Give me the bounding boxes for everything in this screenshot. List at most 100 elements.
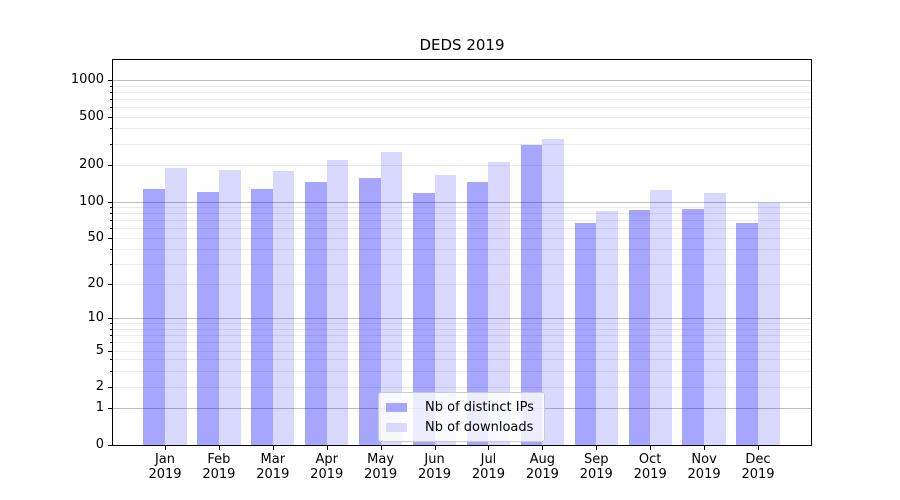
gridline-minor: [113, 323, 811, 325]
y-tick-mark-minor: [110, 143, 113, 145]
gridline-minor: [113, 213, 811, 215]
bar-downloads-dec: [757, 202, 780, 445]
y-tick-label: 1: [95, 400, 104, 415]
y-tick-mark-minor: [110, 85, 113, 87]
y-tick-mark: [108, 408, 113, 409]
x-tick-label: Dec 2019: [741, 452, 775, 482]
y-tick-mark-minor: [110, 107, 113, 109]
y-tick-label: 50: [87, 229, 104, 245]
y-tick-mark-minor: [110, 370, 113, 372]
gridline-minor: [113, 116, 811, 118]
gridline-minor: [113, 85, 811, 87]
y-tick-label: 5: [95, 342, 104, 358]
y-tick-mark-minor: [110, 359, 113, 361]
legend: Nb of distinct IPs Nb of downloads: [378, 392, 545, 442]
y-tick-mark: [108, 318, 113, 320]
y-tick-label: 20: [87, 276, 104, 291]
x-tick-label: Sep 2019: [579, 452, 613, 482]
x-tick-label: May 2019: [364, 452, 398, 482]
x-tick-mark: [218, 446, 220, 450]
gridline-minor: [113, 143, 811, 145]
plot-area: Nb of distinct IPs Nb of downloads: [113, 60, 811, 445]
gridline-minor: [113, 207, 811, 209]
bar-downloads-may: [380, 152, 403, 445]
x-tick-mark: [704, 446, 706, 450]
legend-swatch-downloads: [386, 422, 407, 432]
x-tick-mark: [757, 446, 759, 450]
gridline-minor: [113, 263, 811, 265]
x-tick-mark: [272, 446, 274, 450]
bar-downloads-oct: [650, 190, 672, 445]
y-tick-mark-minor: [110, 91, 113, 93]
gridline-minor: [113, 284, 811, 285]
x-tick-label: Nov 2019: [687, 452, 721, 482]
y-tick-mark: [108, 445, 113, 446]
legend-item-downloads: Nb of downloads: [386, 417, 534, 437]
x-tick-label: Aug 2019: [525, 452, 559, 482]
x-tick-mark: [596, 446, 598, 450]
bar-distinct-ips-mar: [251, 189, 273, 445]
gridline-minor: [113, 220, 811, 222]
y-tick-mark-minor: [110, 334, 113, 336]
bar-downloads-apr: [326, 159, 349, 445]
y-tick-mark-minor: [110, 98, 113, 100]
x-tick-label: Mar 2019: [256, 452, 290, 482]
x-tick-label: Feb 2019: [202, 452, 236, 482]
y-tick-mark-minor: [110, 263, 113, 265]
gridline-minor: [113, 334, 811, 336]
y-tick-mark: [108, 80, 113, 81]
bar-downloads-mar: [272, 170, 295, 445]
y-tick-label: 1000: [70, 72, 104, 87]
bar-distinct-ips-aug: [520, 145, 543, 445]
y-tick-mark-minor: [110, 342, 113, 344]
bar-distinct-ips-jan: [143, 189, 165, 445]
y-tick-mark: [108, 201, 113, 203]
bar-downloads-jul: [488, 162, 511, 445]
bar-distinct-ips-nov: [682, 208, 705, 445]
y-tick-label: 200: [79, 157, 104, 172]
y-tick-mark-minor: [110, 328, 113, 330]
y-tick-mark-minor: [110, 220, 113, 222]
y-tick-mark-minor: [110, 248, 113, 250]
y-tick-mark-minor: [110, 350, 113, 352]
bar-distinct-ips-oct: [628, 210, 651, 445]
y-tick-mark-minor: [110, 237, 113, 239]
y-tick-mark-minor: [110, 284, 113, 285]
legend-label-distinct-ips: Nb of distinct IPs: [425, 399, 534, 415]
gridline-minor: [113, 98, 811, 100]
bar-distinct-ips-jul: [466, 182, 489, 445]
y-tick-mark-minor: [110, 116, 113, 118]
bar-downloads-sep: [596, 210, 618, 445]
y-tick-mark-minor: [110, 228, 113, 230]
bar-distinct-ips-jun: [412, 193, 435, 445]
x-tick-mark: [326, 446, 328, 450]
gridline-major: [113, 201, 811, 203]
bar-downloads-nov: [704, 193, 726, 445]
bar-downloads-feb: [218, 170, 241, 445]
gridline-minor: [113, 237, 811, 239]
gridline-minor: [113, 228, 811, 230]
gridline-minor: [113, 350, 811, 352]
y-tick-mark-minor: [110, 207, 113, 209]
chart-title: DEDS 2019: [419, 36, 505, 54]
y-tick-label: 10: [87, 310, 104, 326]
bar-downloads-jun: [434, 174, 457, 445]
gridline-minor: [113, 359, 811, 361]
y-tick-label: 0: [95, 437, 104, 452]
bar-distinct-ips-feb: [197, 191, 219, 445]
legend-swatch-distinct-ips: [386, 402, 407, 412]
gridline-minor: [113, 107, 811, 109]
y-tick-mark-minor: [110, 323, 113, 325]
y-tick-mark-minor: [110, 128, 113, 130]
x-tick-label: Jun 2019: [417, 452, 452, 482]
x-tick-label: Jan 2019: [148, 452, 182, 482]
gridline-minor: [113, 342, 811, 344]
legend-label-downloads: Nb of downloads: [425, 419, 534, 435]
gridline-minor: [113, 370, 811, 372]
legend-item-distinct-ips: Nb of distinct IPs: [386, 397, 534, 417]
gridline-minor: [113, 248, 811, 250]
x-tick-mark: [650, 446, 652, 450]
y-tick-mark-minor: [110, 386, 113, 388]
bar-distinct-ips-sep: [574, 223, 597, 445]
